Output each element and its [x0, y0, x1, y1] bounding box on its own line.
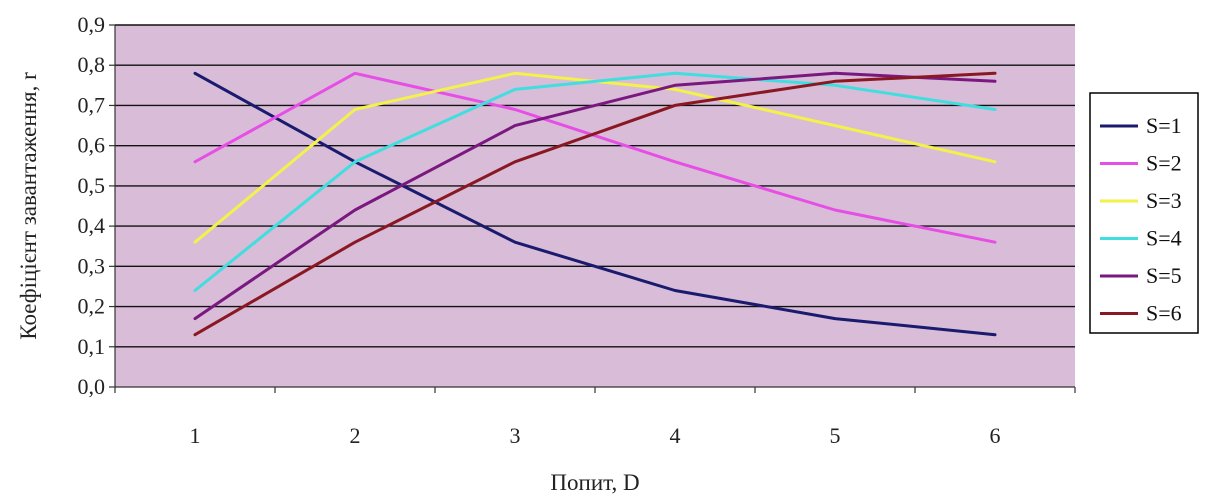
series-line-s6 — [193, 71, 997, 337]
axes — [109, 24, 1076, 393]
x-tick-label: 3 — [510, 423, 521, 448]
x-tick-label: 5 — [830, 423, 841, 448]
legend-label: S=5 — [1146, 263, 1182, 288]
series-line-s1 — [193, 71, 997, 337]
y-tick-label: 0,3 — [78, 253, 106, 278]
series-lines — [193, 71, 997, 337]
y-tick-label: 0,8 — [78, 52, 106, 77]
series-line-s2 — [193, 71, 997, 244]
y-tick-label: 0,2 — [78, 294, 106, 319]
legend-label: S=1 — [1146, 113, 1182, 138]
legend-label: S=4 — [1146, 226, 1182, 251]
y-tick-label: 0,9 — [78, 12, 106, 37]
x-axis-title: Попит, D — [550, 470, 639, 495]
series-line-s5 — [193, 71, 997, 321]
x-tick-labels: 1 2 3 4 5 6 — [190, 423, 1001, 448]
y-tick-label: 0,7 — [78, 92, 106, 117]
legend-label: S=2 — [1146, 151, 1182, 176]
legend-label: S=6 — [1146, 301, 1182, 326]
series-line-s4 — [193, 71, 997, 292]
x-tick-label: 1 — [190, 423, 201, 448]
y-axis-title: Коефіцієнт завантаження, r — [16, 72, 41, 340]
y-tick-label: 0,6 — [78, 133, 106, 158]
x-tick-label: 4 — [670, 423, 681, 448]
y-tick-label: 0,0 — [78, 374, 106, 399]
x-tick-label: 2 — [350, 423, 361, 448]
y-tick-label: 0,4 — [78, 213, 106, 238]
y-tick-label: 0,5 — [78, 173, 106, 198]
y-tick-label: 0,1 — [78, 334, 106, 359]
legend: S=1 S=2 S=3 S=4 S=5 S=6 — [1089, 92, 1199, 334]
legend-box — [1089, 92, 1199, 334]
y-tick-labels: 0,0 0,1 0,2 0,3 0,4 0,5 0,6 0,7 0,8 0,9 — [78, 12, 106, 399]
legend-label: S=3 — [1146, 188, 1182, 213]
x-tick-label: 6 — [990, 423, 1001, 448]
